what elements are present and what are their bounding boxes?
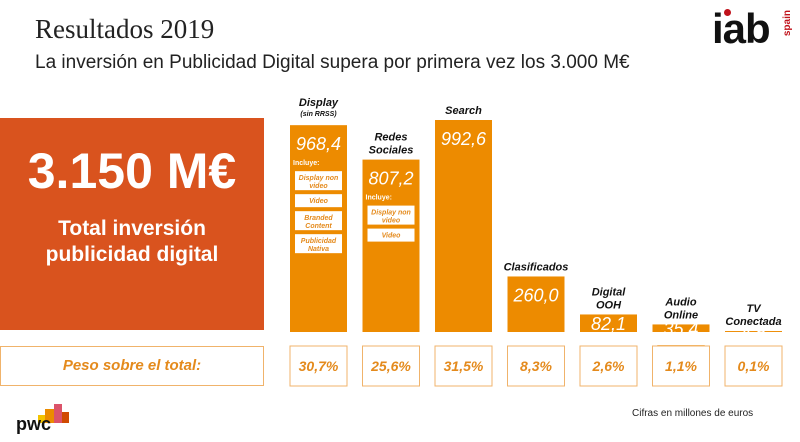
weight-row-label-box: Peso sobre el total: <box>0 346 264 386</box>
total-investment-label: Total inversión publicidad digital <box>45 217 219 266</box>
share-label-4: 2,6% <box>592 358 625 374</box>
value-label-2: 992,6 <box>441 129 487 149</box>
share-label-5: 1,1% <box>665 358 697 374</box>
category-label-5: Online <box>664 309 698 321</box>
breakdown-box-0 <box>295 171 342 191</box>
category-label-4: Digital <box>592 286 627 298</box>
breakdown-item-0: Branded <box>304 215 333 222</box>
breakdown-heading-1: Incluye: <box>366 195 392 202</box>
breakdown-box-0 <box>295 211 342 231</box>
footnote: Cifras en millones de euros <box>632 408 754 419</box>
share-box-4 <box>579 345 638 387</box>
breakdown-box-0 <box>295 234 342 254</box>
bar-5 <box>652 324 710 332</box>
share-box-6 <box>724 345 783 387</box>
share-label-6: 0,1% <box>738 358 770 374</box>
share-label-2: 31,5% <box>444 358 484 374</box>
bar-6 <box>725 331 782 332</box>
share-box-1 <box>362 345 420 387</box>
category-label-6: TV <box>746 303 762 315</box>
category-label-3: Clasificados <box>504 261 569 273</box>
category-label-1: Redes <box>374 132 407 144</box>
share-box-3 <box>507 345 565 387</box>
iab-logo-dot <box>724 9 731 16</box>
category-label-4: OOH <box>596 299 622 311</box>
category-label-1: Sociales <box>369 145 414 157</box>
value-label-6: 4,5 <box>741 323 767 343</box>
iab-spain-logo: iab spain <box>712 6 796 56</box>
category-label-0: Display <box>299 97 339 109</box>
bar-2 <box>435 120 492 332</box>
value-label-4: 82,1 <box>591 314 626 334</box>
weight-row-label: Peso sobre el total: <box>62 357 202 374</box>
iab-logo-text: iab <box>712 5 771 52</box>
share-box-5 <box>652 345 710 387</box>
breakdown-box-0 <box>295 194 342 208</box>
share-box-2 <box>434 345 493 387</box>
pwc-logo-text: pwc <box>16 414 52 434</box>
breakdown-item-0: Video <box>309 198 329 205</box>
bar-3 <box>507 276 565 332</box>
value-label-3: 260,0 <box>512 285 558 305</box>
breakdown-item-0: Content <box>305 223 332 230</box>
breakdown-heading-0: Incluye: <box>293 160 319 167</box>
breakdown-item-0: video <box>309 183 328 190</box>
value-label-0: 968,4 <box>296 134 341 154</box>
bar-1 <box>362 159 420 332</box>
breakdown-item-0: Display non <box>299 175 339 182</box>
share-label-1: 25,6% <box>370 358 411 374</box>
share-label-0: 30,7% <box>299 358 339 374</box>
value-label-1: 807,2 <box>368 169 413 189</box>
category-label-2: Search <box>445 105 482 117</box>
category-label-5: Audio <box>664 296 696 308</box>
total-investment-value: 3.150 M€ <box>27 143 237 199</box>
category-sublabel-0: (sin RRSS) <box>300 111 337 118</box>
pwc-logo: pwc <box>14 398 74 438</box>
value-label-5: 35,4 <box>663 319 698 339</box>
share-label-3: 8,3% <box>520 358 552 374</box>
share-box-0 <box>289 345 348 387</box>
breakdown-item-1: Display non <box>371 210 411 217</box>
page-subtitle: La inversión en Publicidad Digital super… <box>35 52 630 73</box>
total-investment-box: 3.150 M€ Total inversión publicidad digi… <box>0 118 264 330</box>
category-label-6: Conectada <box>725 316 781 328</box>
bar-4 <box>580 314 637 332</box>
breakdown-item-0: Nativa <box>308 246 329 253</box>
page-title: Resultados 2019 <box>35 14 215 44</box>
breakdown-box-1 <box>367 228 415 242</box>
breakdown-item-0: Publicidad <box>301 238 337 245</box>
breakdown-item-1: video <box>382 218 401 225</box>
breakdown-box-1 <box>367 205 415 225</box>
breakdown-item-1: Video <box>382 233 402 240</box>
